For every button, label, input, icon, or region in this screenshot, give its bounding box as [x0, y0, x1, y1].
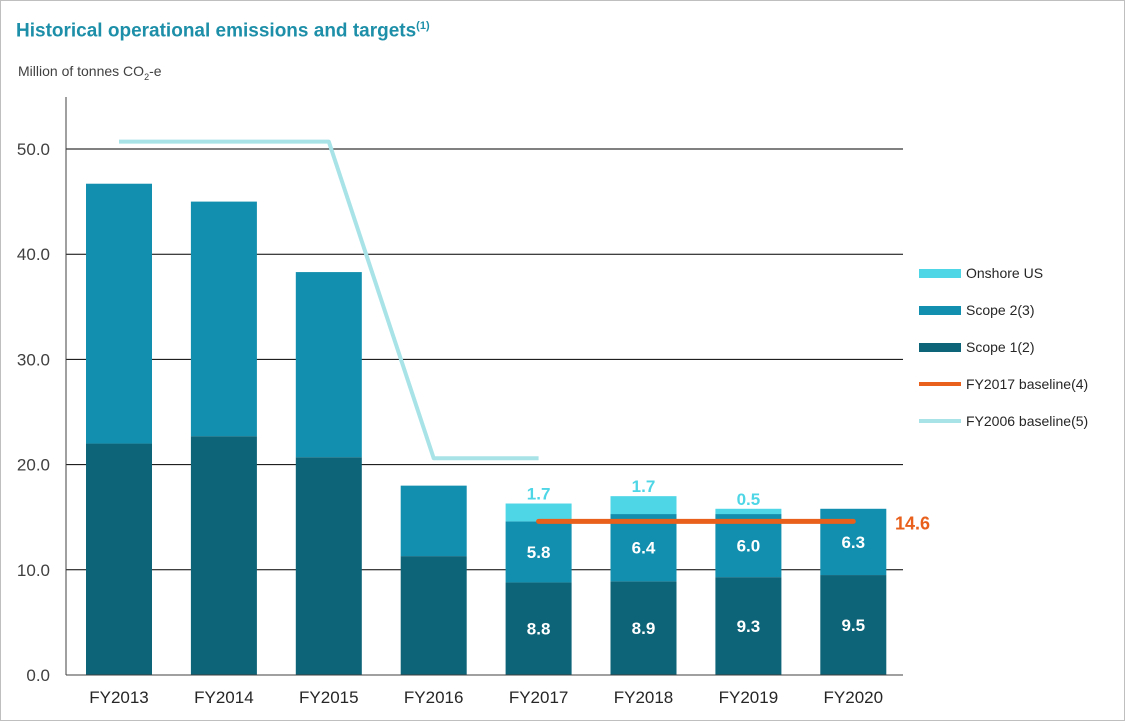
data-label-scope1: 9.3 [737, 617, 761, 636]
chart-title-note: (1) [416, 20, 430, 32]
fy2006-baseline-line [119, 139, 539, 461]
data-label-scope2: 6.0 [737, 537, 761, 556]
y-tick-label: 50.0 [17, 140, 50, 159]
x-tick-label: FY2013 [89, 688, 149, 707]
axes: 0.0 10.0 20.0 30.0 40.0 50.0 FY2013 FY2014 FY201… [17, 97, 903, 707]
data-label-scope2: 5.8 [527, 543, 551, 562]
chart-title: Historical operational emissions and tar… [16, 20, 430, 42]
unit-subscript: 2 [144, 71, 150, 82]
x-tick-label: FY2018 [614, 688, 674, 707]
y-tick-label: 10.0 [17, 561, 50, 580]
bar-scope1 [505, 582, 572, 675]
chart-title-text: Historical operational emissions and tar… [16, 20, 417, 42]
data-labels: 8.8 5.8 1.7 8.9 6.4 1.7 9.3 6.0 0.5 9.5 6.3 14.6 [527, 477, 930, 639]
fy2017-baseline-label: 14.6 [895, 513, 930, 533]
legend-label: Onshore US [966, 265, 1043, 281]
data-label-onshore-us: 1.7 [527, 485, 551, 504]
data-label-scope1: 8.9 [632, 619, 656, 638]
legend-label: FY2017 baseline(4) [966, 376, 1088, 392]
bar-onshore-us [715, 508, 782, 515]
data-label-scope1: 9.5 [841, 616, 865, 635]
bar-scope2 [610, 514, 677, 582]
bar-scope1 [86, 443, 152, 675]
x-tick-label: FY2015 [299, 688, 359, 707]
unit-prefix: Million of tonnes CO [18, 63, 145, 79]
bar-scope1 [400, 556, 467, 675]
legend-label: Scope 1(2) [966, 339, 1034, 355]
bar-scope2 [190, 201, 257, 437]
y-tick-label: 0.0 [26, 666, 50, 685]
legend-box-swatch [919, 306, 961, 315]
bar-scope1 [190, 436, 257, 675]
legend-box-swatch [919, 269, 961, 278]
y-tick-label: 30.0 [17, 350, 50, 369]
bar-onshore-us [505, 503, 572, 522]
bar-scope2 [86, 183, 152, 444]
y-tick-label: 20.0 [17, 456, 50, 475]
bar-scope2 [715, 514, 782, 578]
bar-scope1 [295, 457, 362, 675]
data-label-onshore-us: 0.5 [737, 490, 761, 509]
bar-scope1 [610, 581, 677, 675]
data-label-scope2: 6.3 [841, 533, 865, 552]
y-tick-label: 40.0 [17, 245, 50, 264]
legend-label: Scope 2(3) [966, 302, 1034, 318]
x-tick-label: FY2017 [509, 688, 569, 707]
unit-suffix: -e [149, 63, 162, 79]
x-tick-label: FY2016 [404, 688, 464, 707]
x-tick-label: FY2019 [719, 688, 779, 707]
legend-box-swatch [919, 343, 961, 352]
bar-scope2 [400, 485, 467, 557]
legend: Onshore US Scope 2(3) Scope 1(2) FY2017 bas… [919, 265, 1088, 429]
bars [86, 183, 887, 675]
x-tick-label: FY2020 [824, 688, 884, 707]
data-label-onshore-us: 1.7 [632, 477, 656, 496]
data-label-scope2: 6.4 [632, 539, 656, 558]
legend-label: FY2006 baseline(5) [966, 413, 1088, 429]
data-label-scope1: 8.8 [527, 620, 551, 639]
x-tick-label: FY2014 [194, 688, 254, 707]
bar-scope2 [295, 272, 362, 458]
baseline-lines [119, 139, 856, 524]
y-axis-unit-label: Million of tonnes CO2-e [18, 63, 162, 82]
bar-scope2 [505, 521, 572, 583]
bar-onshore-us [610, 496, 677, 515]
bar-scope1 [820, 575, 887, 675]
bar-scope1 [715, 577, 782, 675]
